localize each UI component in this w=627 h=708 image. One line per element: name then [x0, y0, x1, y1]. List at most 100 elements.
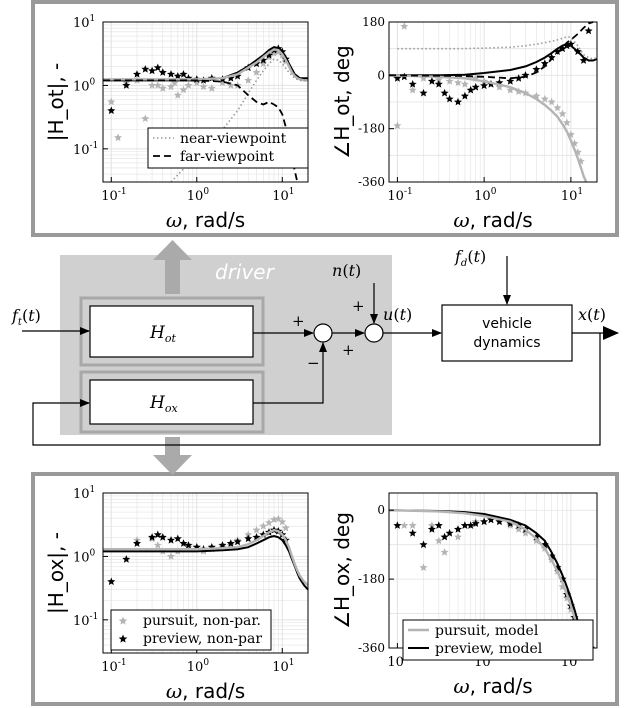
- y-tick-label: 101: [73, 485, 95, 502]
- data-point-star: [153, 63, 162, 72]
- y-tick-label: 100: [73, 548, 96, 565]
- data-point-star: [454, 97, 462, 106]
- data-point-star: [408, 529, 417, 537]
- data-point-star: [167, 82, 175, 91]
- fd-label: fd(t): [454, 247, 486, 269]
- data-point-star: [506, 77, 515, 85]
- data-point-star: [167, 70, 175, 78]
- plot-hot-magnitude: 10-1 100 101 101 100 10-1 ω, rad/s |H_ot|, - nea…: [44, 14, 309, 232]
- data-point-star: [141, 114, 150, 122]
- data-point-star: [265, 518, 273, 527]
- y-tick-label: -360: [358, 641, 385, 655]
- x-tick-label: 10-1: [101, 658, 126, 675]
- x-tick-label: 100: [474, 187, 497, 204]
- y-tick-label: 10-1: [73, 141, 98, 158]
- data-point-star: [226, 74, 235, 82]
- x-axis-label: ω, rad/s: [166, 679, 245, 703]
- plus-sign-1: +: [292, 312, 305, 330]
- data-point-star: [133, 70, 141, 78]
- data-point-star: [480, 81, 489, 90]
- data-point-star: [454, 532, 462, 541]
- y-tick-label: 100: [73, 77, 96, 94]
- data-point-star: [400, 521, 409, 529]
- data-point-star: [218, 541, 227, 549]
- data-point-star: [495, 83, 504, 91]
- data-point-star: [244, 76, 253, 84]
- plot-hot-phase: 10-1 100 101 180 0 -180 -360 ω, rad/s ∠H_ot, deg: [330, 15, 598, 232]
- data-point-star: [114, 133, 122, 142]
- data-point-star: [487, 515, 495, 524]
- vehicle-label-line2: dynamics: [473, 335, 540, 351]
- series-line-black-line: [389, 43, 598, 77]
- legend-label: pursuit, non-par.: [143, 613, 261, 629]
- y-tick-label: 0: [377, 503, 385, 517]
- data-point-star: [408, 85, 417, 94]
- legend-marker: [118, 616, 128, 625]
- series-line-gray-line: [103, 48, 308, 82]
- y-tick-label: 101: [73, 14, 95, 31]
- plot-frame: [388, 21, 598, 183]
- data-point-star: [445, 529, 454, 537]
- data-point-star: [454, 525, 462, 533]
- data-point-star: [244, 530, 253, 539]
- data-point-star: [408, 521, 417, 529]
- data-point-star: [179, 85, 188, 94]
- y-tick-label: -180: [358, 122, 385, 136]
- data-point-star: [107, 97, 116, 106]
- sum-junction-2: [364, 323, 384, 343]
- plus-sign-2: +: [342, 341, 355, 359]
- data-point-star: [460, 80, 469, 88]
- data-point-star: [471, 519, 480, 527]
- ft-label: ft(t): [11, 306, 41, 328]
- data-point-star: [179, 539, 188, 547]
- data-point-star: [244, 534, 253, 543]
- data-point-star: [192, 78, 201, 87]
- series-line-dashed: [103, 79, 299, 183]
- data-point-star: [173, 91, 182, 99]
- data-point-star: [393, 74, 402, 82]
- h-ox-block[interactable]: [89, 379, 254, 425]
- data-point-star: [466, 85, 475, 94]
- data-point-star: [547, 53, 556, 61]
- legend-box: [402, 619, 594, 661]
- bottom-plots-panel: [31, 472, 619, 706]
- vehicle-label-line1: vehicle: [482, 316, 532, 332]
- vehicle-dynamics-block[interactable]: [441, 304, 573, 362]
- data-point-star: [514, 525, 523, 533]
- series-line-dashed: [388, 21, 594, 80]
- data-point-star: [547, 97, 556, 106]
- data-point-star: [434, 75, 443, 84]
- data-point-star: [259, 522, 268, 530]
- driver-label: driver: [215, 260, 276, 284]
- data-point-star: [148, 533, 157, 541]
- data-point-star: [540, 59, 549, 67]
- data-point-star: [265, 51, 273, 59]
- data-point-star: [252, 525, 261, 534]
- data-point-star: [259, 59, 268, 68]
- data-point-star: [419, 540, 428, 549]
- data-point-star: [274, 514, 283, 523]
- y-axis-label: ∠H_ox, deg: [330, 512, 354, 629]
- h-ot-block[interactable]: [89, 305, 254, 358]
- data-point-star: [445, 77, 454, 85]
- data-point-star: [584, 26, 593, 35]
- y-axis-label: |H_ox|, -: [44, 532, 68, 614]
- y-tick-label: 0: [377, 68, 385, 82]
- data-point-star: [158, 533, 167, 541]
- data-point-star: [471, 83, 480, 91]
- data-point-star: [252, 68, 261, 76]
- data-point-star: [419, 563, 428, 571]
- data-point-star: [506, 519, 515, 527]
- data-point-star: [393, 521, 402, 529]
- data-point-star: [419, 88, 428, 97]
- x-tick-label: 10-1: [101, 187, 126, 204]
- y-tick-label: 10-1: [73, 612, 98, 629]
- plot-frame: [102, 492, 309, 654]
- data-point-star: [440, 548, 449, 556]
- top-connector-arrow: [153, 240, 192, 294]
- data-point-star: [506, 85, 515, 94]
- data-point-star: [460, 521, 469, 529]
- legend-label: far-viewpoint: [180, 149, 274, 165]
- data-point-star: [259, 56, 268, 64]
